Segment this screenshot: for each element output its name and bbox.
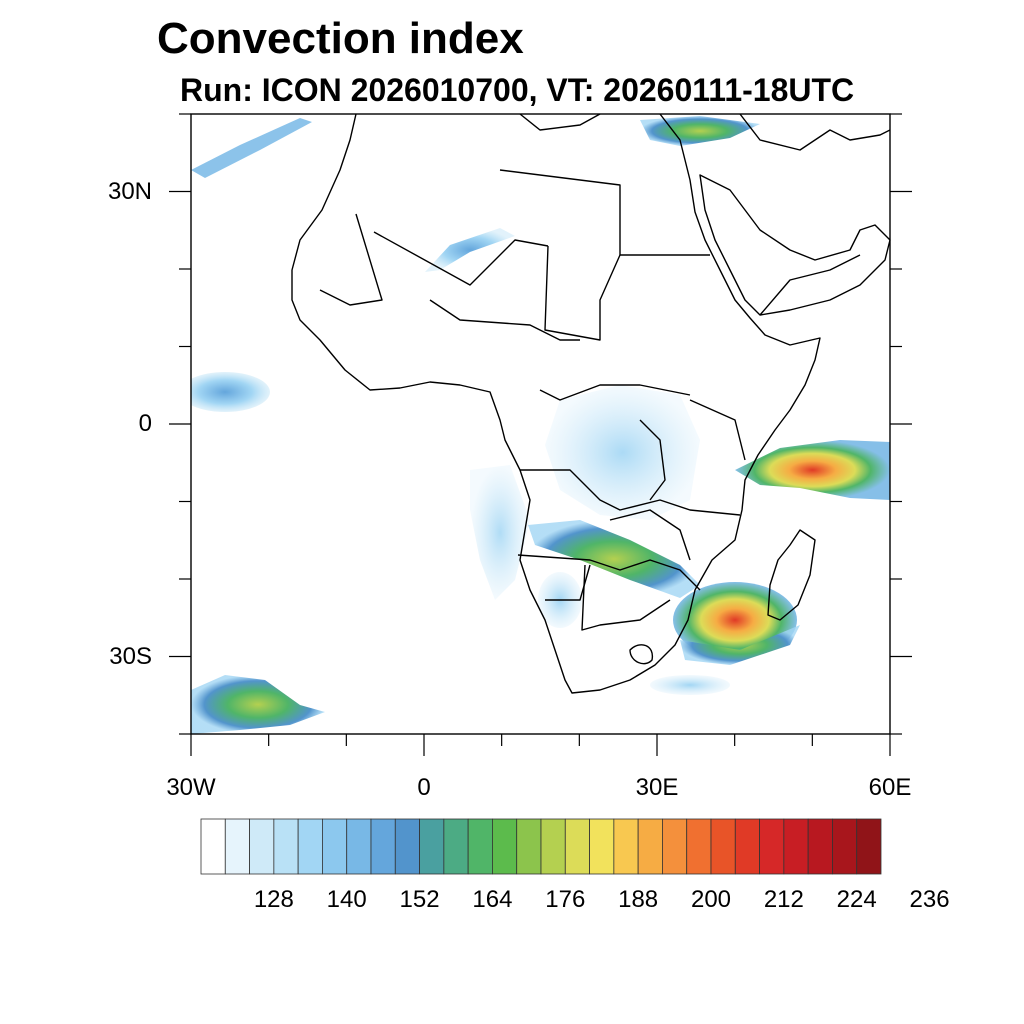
- colorbar-label: 236: [909, 886, 950, 913]
- convection-field: [191, 116, 890, 734]
- y-tick-label: 0: [138, 410, 152, 437]
- y-tick-label: 30S: [109, 642, 152, 670]
- colorbar-label: 224: [836, 886, 877, 913]
- colorbar-label: 176: [545, 886, 586, 913]
- convection-area-south-africa-tail: [680, 625, 800, 665]
- convection-area-west-atlantic: [191, 372, 270, 412]
- convection-area-central-africa: [545, 385, 700, 520]
- convection-area-indian-ocean: [735, 440, 890, 500]
- colorbar-label: 164: [472, 886, 513, 913]
- colorbar-label: 212: [763, 886, 804, 913]
- convection-area-angola-coast: [470, 465, 530, 600]
- colorbar-label: 200: [690, 886, 732, 913]
- convection-area-southwest-atlantic: [191, 675, 325, 734]
- x-tick-label: 0: [417, 774, 431, 801]
- convection-area-sahara: [425, 228, 515, 272]
- convection-area-south-coast: [650, 675, 730, 695]
- convection-area-zambia-band: [528, 520, 700, 598]
- convection-area-south-africa-core: [673, 582, 797, 658]
- chart-subtitle: Run: ICON 2026010700, VT: 20260111-18UTC: [180, 72, 855, 108]
- chart-title: Convection index: [157, 14, 524, 63]
- axis-ticks: [169, 113, 912, 756]
- x-tick-label: 30E: [635, 774, 679, 801]
- x-tick-label: 30W: [166, 774, 216, 801]
- colorbar-label: 152: [399, 886, 440, 913]
- colorbar-label: 140: [326, 886, 367, 913]
- y-tick-label: 30N: [107, 177, 152, 205]
- coastlines-and-borders: [291, 113, 891, 694]
- colorbar-label: 188: [618, 886, 659, 913]
- convection-area-mediterranean: [640, 116, 760, 146]
- x-tick-label: 60E: [868, 774, 912, 801]
- colorbar-label: 128: [253, 886, 294, 913]
- convection-area-northwest: [191, 118, 312, 178]
